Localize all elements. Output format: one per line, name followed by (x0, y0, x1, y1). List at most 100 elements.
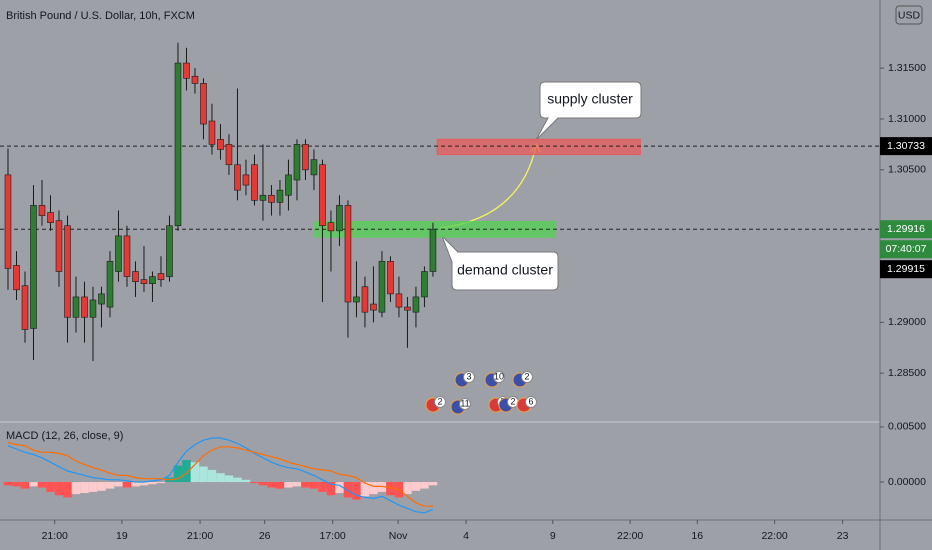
macd-histogram-bar (97, 482, 106, 491)
macd-histogram-bar (80, 482, 89, 494)
currency-button[interactable] (895, 5, 923, 25)
candle-body (115, 235, 122, 272)
macd-histogram-bar (54, 482, 64, 496)
event-count: 2 (524, 371, 529, 381)
macd-histogram-bar (182, 459, 191, 483)
macd-histogram-bar (233, 477, 242, 483)
macd-histogram-bar (360, 482, 370, 497)
candle-body (293, 144, 301, 181)
candle-body (217, 139, 224, 150)
candle-body (251, 164, 258, 201)
candle-body (157, 273, 165, 280)
x-tick-label: 4 (463, 530, 469, 542)
bid-label-bg (880, 260, 932, 279)
price-label: 1.29916 (887, 223, 925, 235)
candle-body (106, 261, 114, 308)
demand-annotation: demand cluster (457, 262, 553, 278)
macd-line (7, 441, 433, 507)
macd-histogram-bar (114, 482, 123, 487)
candle-body (166, 225, 173, 277)
macd-histogram-bar (241, 479, 251, 483)
event-badge (434, 396, 446, 408)
macd-y-tick-label: 0.00000 (888, 476, 926, 488)
candle-body (234, 164, 241, 191)
macd-histogram-bar (292, 482, 302, 487)
countdown-bg (880, 240, 932, 259)
candle-body (276, 189, 284, 203)
candle-body (378, 261, 386, 313)
macd-histogram-bar (63, 482, 72, 498)
demand-callout (441, 235, 559, 291)
macd-histogram-bar (3, 482, 13, 486)
event-badge (463, 371, 475, 383)
macd-histogram-bar (131, 482, 140, 487)
candle-body (4, 174, 12, 269)
candle-body (81, 296, 88, 318)
candle-body (412, 296, 420, 313)
candle-body (200, 83, 207, 125)
y-tick-label: 1.30500 (888, 164, 926, 176)
macd-histogram-bar (386, 482, 395, 496)
candle-body (55, 220, 63, 272)
event-count: 10 (494, 371, 504, 381)
macd-histogram-bar (420, 482, 429, 489)
candle-body (353, 296, 360, 303)
candle-body (361, 286, 369, 313)
candle-body (259, 194, 267, 201)
macd-histogram-bar (20, 482, 30, 489)
macd-histogram-bar (318, 482, 327, 492)
macd-histogram-bar (29, 482, 38, 487)
macd-histogram-bar (199, 466, 208, 483)
macd-histogram-bar (207, 469, 217, 483)
candle-body (140, 279, 148, 285)
candle-body (21, 285, 29, 330)
candle-body (64, 225, 71, 318)
macd-histogram-bar (267, 482, 276, 488)
macd-histogram-bar (326, 482, 336, 496)
x-tick-label: 22:00 (617, 530, 643, 542)
candle-body (174, 62, 182, 227)
candle-body (13, 265, 20, 291)
x-tick-label: 21:00 (187, 530, 213, 542)
macd-histogram-bar (411, 482, 421, 491)
macd-histogram-bar (216, 473, 225, 483)
event-count: 11 (460, 398, 469, 408)
macd-histogram-bar (258, 482, 268, 486)
macd-histogram-bar (352, 482, 361, 500)
candle-body (30, 205, 37, 329)
event-badge (525, 396, 537, 408)
event-badge (493, 371, 505, 383)
macd-histogram-bar (156, 482, 166, 484)
y-tick-label: 1.31000 (888, 113, 926, 125)
candle-body (404, 306, 411, 311)
currency-label[interactable]: USD (898, 9, 921, 21)
macd-histogram-bar (148, 482, 157, 485)
macd-histogram-bar (343, 482, 353, 498)
candle-body (327, 222, 335, 232)
x-tick-label: 21:00 (42, 530, 68, 542)
macd-histogram-bar (301, 482, 310, 488)
candle-body (98, 293, 105, 305)
price-label-bg (880, 220, 932, 239)
candle-body (89, 299, 97, 318)
candle-body (336, 205, 343, 232)
event-count: 2 (510, 396, 515, 406)
y-tick-label: 1.28500 (888, 367, 926, 379)
x-tick-label: 22:00 (761, 530, 787, 542)
macd-histogram-bar (275, 482, 285, 489)
supply-annotation: supply cluster (547, 91, 633, 107)
candle-body (208, 120, 216, 145)
candle-body (310, 159, 318, 176)
macd-histogram-bar (105, 482, 115, 489)
macd-histogram-bar (309, 482, 319, 489)
macd-histogram-bar (335, 482, 344, 494)
candle-body (72, 296, 80, 318)
candle-body (149, 276, 156, 285)
x-tick-label: 9 (550, 530, 556, 542)
candle-body (47, 212, 54, 223)
macd-histogram-bar (173, 465, 183, 483)
macd-histogram-bar (12, 482, 21, 487)
candle-body (429, 228, 437, 272)
macd-title: MACD (12, 26, close, 9) (6, 430, 123, 442)
